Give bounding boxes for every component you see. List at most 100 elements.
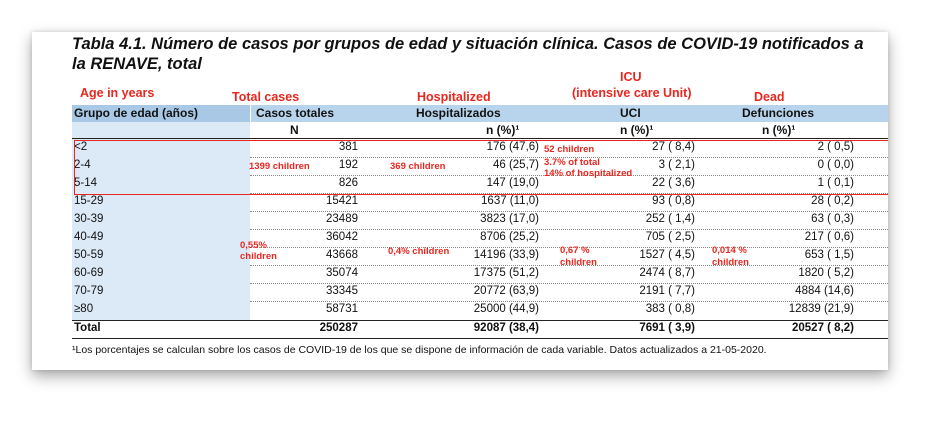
row-age: 2-4	[74, 159, 91, 171]
row-age: 30-39	[74, 213, 104, 225]
annotation-pct-hospitalized: 14% of hospitalized	[544, 168, 633, 179]
header-hosp-sub: n (%)¹	[486, 123, 520, 137]
row-cases: 381	[338, 141, 358, 153]
row-def: 653 ( 1,5)	[804, 249, 854, 261]
header-cases-sub: N	[290, 123, 299, 137]
annotation-04-children: 0,4% children	[388, 246, 450, 257]
annotation-dead: Dead	[754, 90, 785, 104]
row-age: 50-59	[74, 249, 104, 261]
row-hosp: 8706 (25,2)	[480, 231, 539, 243]
row-age: 40-49	[74, 231, 104, 243]
row-age: 15-29	[74, 195, 104, 207]
row-uci: 1527 ( 4,5)	[639, 249, 695, 261]
row-divider	[250, 157, 888, 158]
row-hosp: 147 (19,0)	[486, 177, 539, 189]
row-cases: 23489	[326, 213, 358, 225]
row-divider	[250, 283, 888, 284]
row-uci: 383 ( 0,8)	[645, 303, 695, 315]
row-divider	[250, 301, 888, 302]
row-hosp: 3823 (17,0)	[480, 213, 539, 225]
header-def: Defunciones	[742, 106, 815, 120]
row-hosp: 176 (47,6)	[486, 141, 539, 153]
header-uci-sub: n (%)¹	[620, 123, 654, 137]
header-rule	[72, 138, 888, 139]
total-age: Total	[74, 322, 101, 334]
row-cases: 35074	[326, 267, 358, 279]
row-def: 2 ( 0,5)	[817, 141, 854, 153]
row-uci: 252 ( 1,4)	[645, 213, 695, 225]
row-hosp: 1637 (11,0)	[481, 195, 539, 207]
total-cases: 250287	[319, 322, 358, 334]
row-cases: 192	[338, 159, 358, 171]
annotation-age-in-years: Age in years	[80, 86, 155, 100]
table-card: Tabla 4.1. Número de casos por grupos de…	[32, 32, 888, 370]
row-age: <2	[74, 141, 88, 153]
row-cases: 58731	[326, 303, 358, 315]
row-divider	[250, 229, 888, 230]
row-hosp: 25000 (44,9)	[473, 303, 539, 315]
row-cases: 15421	[326, 195, 358, 207]
row-age: 60-69	[74, 267, 104, 279]
row-cases: 33345	[326, 285, 358, 297]
annotation-067-line2: children	[560, 257, 597, 268]
row-hosp: 14196 (33,9)	[473, 249, 539, 261]
annotation-icu-desc: (intensive care Unit)	[572, 86, 692, 100]
annotation-067-line1: 0,67 %	[560, 245, 590, 256]
header-cases: Casos totales	[256, 106, 335, 120]
row-def: 4884 (14,6)	[795, 285, 854, 297]
row-cases: 36042	[326, 231, 358, 243]
row-age: 70-79	[74, 285, 104, 297]
annotation-055-line1: 0,55%	[240, 240, 267, 251]
row-uci: 93 ( 0,8)	[652, 195, 695, 207]
row-hosp: 17375 (51,2)	[473, 267, 539, 279]
row-cases: 43668	[326, 249, 358, 261]
annotation-icu: ICU	[620, 70, 642, 84]
row-def: 12839 (21,9)	[788, 303, 854, 315]
header-age-cell	[72, 105, 250, 122]
row-uci: 22 ( 3,6)	[652, 177, 695, 189]
annotation-055-line2: children	[240, 251, 277, 262]
row-divider	[250, 211, 888, 212]
annotation-0014-line2: children	[712, 257, 749, 268]
annotation-1399-children: 1399 children	[249, 161, 310, 172]
row-uci: 3 ( 2,1)	[658, 159, 695, 171]
row-divider	[250, 247, 888, 248]
annotation-hospitalized: Hospitalized	[417, 90, 491, 104]
row-def: 28 ( 0,2)	[811, 195, 854, 207]
row-uci: 2474 ( 8,7)	[639, 267, 695, 279]
header-uci: UCI	[620, 106, 641, 120]
row-def: 63 ( 0,3)	[811, 213, 854, 225]
total-def: 20527 ( 8,2)	[791, 322, 854, 334]
row-age: 5-14	[74, 177, 98, 189]
children-highlight-box	[74, 140, 888, 195]
total-uci: 7691 ( 3,9)	[639, 322, 695, 334]
annotation-52-children: 52 children	[544, 144, 595, 155]
footnote: ¹Los porcentajes se calculan sobre los c…	[72, 344, 767, 356]
row-hosp: 20772 (63,9)	[473, 285, 539, 297]
bottom-rule	[72, 338, 888, 339]
total-hosp: 92087 (38,4)	[473, 322, 539, 334]
row-def: 217 ( 0,6)	[804, 231, 854, 243]
header-band	[251, 105, 888, 122]
row-cases: 826	[338, 177, 358, 189]
row-def: 1 ( 0,1)	[817, 177, 854, 189]
header-hosp: Hospitalizados	[416, 106, 501, 120]
table-title: Tabla 4.1. Número de casos por grupos de…	[72, 35, 864, 73]
row-uci: 705 ( 2,5)	[645, 231, 695, 243]
annotation-total-cases: Total cases	[232, 90, 300, 104]
row-uci: 2191 ( 7,7)	[639, 285, 695, 297]
row-divider	[250, 193, 888, 194]
header-def-sub: n (%)¹	[762, 123, 796, 137]
annotation-pct-total: 3.7% of total	[544, 157, 600, 168]
row-divider	[250, 175, 888, 176]
row-divider	[250, 265, 888, 266]
header-age: Grupo de edad (años)	[74, 106, 199, 120]
row-def: 0 ( 0,0)	[817, 159, 854, 171]
annotation-0014-line1: 0,014 %	[712, 245, 747, 256]
row-uci: 27 ( 8,4)	[652, 141, 695, 153]
total-rule	[72, 320, 888, 321]
age-column-band	[72, 122, 250, 320]
row-def: 1820 ( 5,2)	[798, 267, 854, 279]
row-hosp: 46 (25,7)	[492, 159, 539, 171]
annotation-369-children: 369 children	[390, 161, 446, 172]
